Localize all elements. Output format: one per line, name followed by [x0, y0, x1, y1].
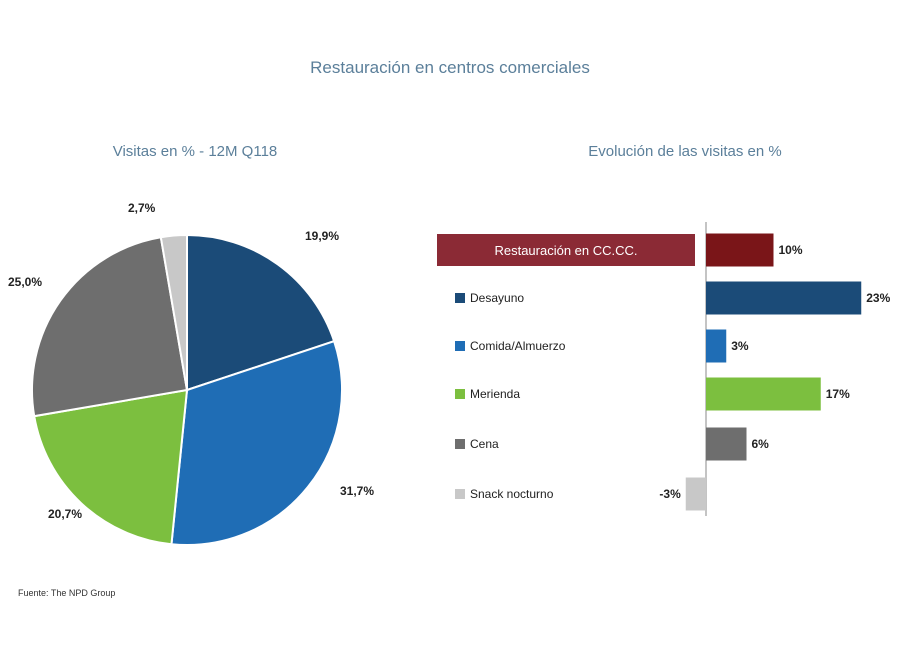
legend-swatch-merienda	[455, 389, 465, 399]
pie-chart-title: Visitas en % - 12M Q118	[112, 143, 278, 160]
pie-label-snack-nocturno: 2,7%	[128, 201, 156, 215]
category-label-cena: Cena	[470, 437, 499, 451]
bar-cena	[706, 427, 747, 461]
source-note: Fuente: The NPD Group	[18, 588, 116, 598]
bar-restauracion-en-cc-cc	[706, 233, 774, 267]
category-label-comida-almuerzo: Comida/Almuerzo	[470, 339, 566, 353]
pie-label-merienda: 20,7%	[48, 507, 82, 521]
legend-swatch-desayuno	[455, 293, 465, 303]
pie-label-desayuno: 19,9%	[305, 229, 339, 243]
bar-header-box	[437, 234, 695, 266]
bar-value-merienda: 17%	[826, 387, 850, 401]
category-label-snack-nocturno: Snack nocturno	[470, 487, 554, 501]
pie-slice-merienda	[33, 388, 189, 546]
legend-swatch-cena	[455, 439, 465, 449]
legend-swatch-snack-nocturno	[455, 489, 465, 499]
category-label-merienda: Merienda	[470, 387, 520, 401]
bar-value-restauracion-en-cc-cc: 10%	[779, 243, 803, 257]
legend-swatch-comida-almuerzo	[455, 341, 465, 351]
bar-value-comida-almuerzo: 3%	[731, 339, 749, 353]
pie-label-comida-almuerzo: 31,7%	[340, 484, 374, 498]
pie-slice-desayuno	[186, 233, 336, 392]
category-label-desayuno: Desayuno	[470, 291, 524, 305]
main-title: Restauración en centros comerciales	[310, 58, 590, 77]
bar-snack-nocturno	[685, 477, 706, 511]
pie-slice-comida-almuerzo	[170, 339, 343, 546]
bar-value-cena: 6%	[752, 437, 770, 451]
bar-comida-almuerzo	[706, 329, 727, 363]
pie-slice-cena	[31, 236, 189, 418]
pie-label-cena: 25,0%	[8, 275, 42, 289]
bar-value-snack-nocturno: -3%	[659, 487, 681, 501]
bar-header-label: Restauración en CC.CC.	[494, 243, 637, 258]
bar-chart-title: Evolución de las visitas en %	[588, 143, 782, 160]
bar-value-desayuno: 23%	[866, 291, 890, 305]
bar-merienda	[706, 377, 821, 411]
pie-slice-snack-nocturno	[159, 233, 188, 391]
bar-desayuno	[706, 281, 862, 315]
